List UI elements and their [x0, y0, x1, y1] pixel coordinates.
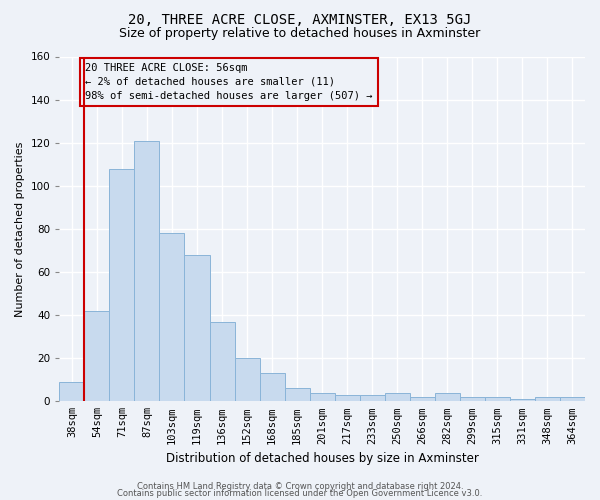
Bar [160, 233, 184, 402]
Text: Contains HM Land Registry data © Crown copyright and database right 2024.: Contains HM Land Registry data © Crown c… [137, 482, 463, 491]
Bar [59, 382, 85, 402]
Bar [284, 388, 310, 402]
Bar [485, 397, 510, 402]
Bar [134, 140, 160, 402]
Bar [360, 395, 385, 402]
Bar [310, 392, 335, 402]
Bar [184, 255, 209, 402]
Bar [385, 392, 410, 402]
Bar [85, 311, 109, 402]
Bar [510, 399, 535, 402]
Text: Contains public sector information licensed under the Open Government Licence v3: Contains public sector information licen… [118, 490, 482, 498]
Bar [560, 397, 585, 402]
Text: 20 THREE ACRE CLOSE: 56sqm
← 2% of detached houses are smaller (11)
98% of semi-: 20 THREE ACRE CLOSE: 56sqm ← 2% of detac… [85, 63, 373, 101]
X-axis label: Distribution of detached houses by size in Axminster: Distribution of detached houses by size … [166, 452, 479, 465]
Bar [535, 397, 560, 402]
Text: 20, THREE ACRE CLOSE, AXMINSTER, EX13 5GJ: 20, THREE ACRE CLOSE, AXMINSTER, EX13 5G… [128, 12, 472, 26]
Text: Size of property relative to detached houses in Axminster: Size of property relative to detached ho… [119, 28, 481, 40]
Bar [410, 397, 435, 402]
Bar [209, 322, 235, 402]
Bar [335, 395, 360, 402]
Bar [109, 168, 134, 402]
Bar [460, 397, 485, 402]
Bar [235, 358, 260, 402]
Bar [435, 392, 460, 402]
Bar [260, 374, 284, 402]
Y-axis label: Number of detached properties: Number of detached properties [15, 141, 25, 316]
